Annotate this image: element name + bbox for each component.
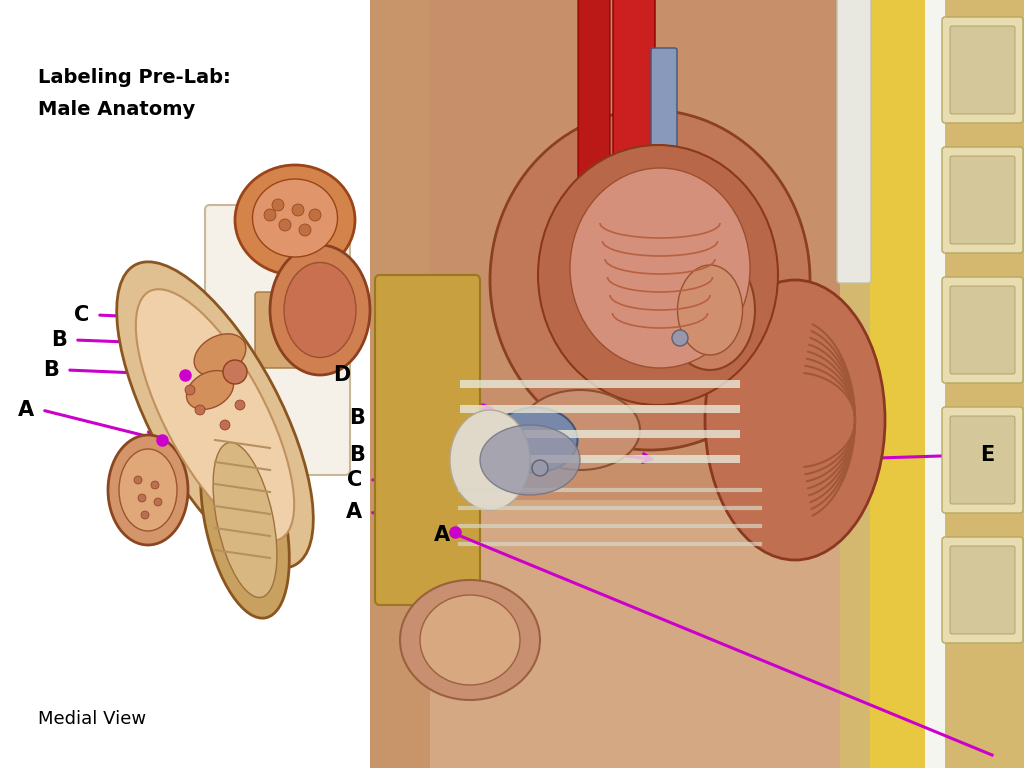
Text: Medial View: Medial View: [38, 710, 146, 728]
Circle shape: [220, 420, 230, 430]
FancyBboxPatch shape: [460, 430, 740, 438]
Ellipse shape: [450, 410, 530, 510]
Text: D: D: [333, 365, 350, 385]
FancyBboxPatch shape: [460, 455, 740, 463]
Circle shape: [134, 476, 142, 484]
FancyBboxPatch shape: [942, 17, 1023, 123]
FancyBboxPatch shape: [370, 0, 1024, 768]
Text: E: E: [980, 445, 994, 465]
Circle shape: [151, 481, 159, 489]
Ellipse shape: [520, 390, 640, 470]
Ellipse shape: [493, 408, 578, 472]
Ellipse shape: [665, 250, 755, 370]
Ellipse shape: [119, 449, 177, 531]
Circle shape: [223, 360, 247, 384]
Circle shape: [138, 494, 146, 502]
Circle shape: [279, 219, 291, 231]
Ellipse shape: [117, 262, 313, 568]
FancyBboxPatch shape: [942, 147, 1023, 253]
Text: A: A: [346, 502, 362, 522]
Circle shape: [264, 209, 276, 221]
FancyBboxPatch shape: [613, 0, 655, 312]
FancyBboxPatch shape: [370, 500, 1024, 768]
FancyBboxPatch shape: [651, 48, 677, 272]
Circle shape: [532, 460, 548, 476]
Ellipse shape: [108, 435, 188, 545]
Circle shape: [141, 511, 150, 519]
FancyBboxPatch shape: [375, 275, 480, 605]
Ellipse shape: [186, 371, 233, 409]
FancyBboxPatch shape: [942, 537, 1023, 643]
FancyBboxPatch shape: [942, 407, 1023, 513]
Ellipse shape: [678, 265, 742, 355]
Ellipse shape: [705, 280, 885, 560]
Circle shape: [272, 199, 284, 211]
FancyBboxPatch shape: [950, 156, 1015, 244]
Circle shape: [672, 330, 688, 346]
Ellipse shape: [213, 442, 276, 598]
Text: B: B: [43, 360, 59, 380]
Ellipse shape: [570, 168, 750, 368]
Ellipse shape: [400, 580, 540, 700]
Circle shape: [195, 405, 205, 415]
Text: A: A: [17, 400, 34, 420]
Ellipse shape: [195, 334, 246, 376]
FancyBboxPatch shape: [205, 205, 350, 475]
FancyBboxPatch shape: [870, 0, 925, 768]
Ellipse shape: [490, 110, 810, 450]
FancyBboxPatch shape: [840, 0, 1024, 768]
Text: B: B: [51, 330, 67, 350]
Text: A: A: [434, 525, 450, 545]
Ellipse shape: [253, 179, 338, 257]
FancyBboxPatch shape: [460, 405, 740, 413]
FancyBboxPatch shape: [950, 416, 1015, 504]
Ellipse shape: [538, 145, 778, 405]
Ellipse shape: [234, 165, 355, 275]
Circle shape: [234, 400, 245, 410]
Ellipse shape: [136, 290, 294, 541]
FancyBboxPatch shape: [925, 0, 945, 768]
FancyBboxPatch shape: [370, 0, 430, 768]
Text: B: B: [349, 408, 365, 428]
Circle shape: [292, 204, 304, 216]
FancyBboxPatch shape: [950, 546, 1015, 634]
Text: Male Anatomy: Male Anatomy: [38, 100, 196, 119]
FancyBboxPatch shape: [837, 0, 871, 283]
Circle shape: [154, 498, 162, 506]
FancyBboxPatch shape: [942, 277, 1023, 383]
FancyBboxPatch shape: [460, 380, 740, 388]
Text: Labeling Pre-Lab:: Labeling Pre-Lab:: [38, 68, 230, 87]
FancyBboxPatch shape: [950, 286, 1015, 374]
FancyBboxPatch shape: [950, 26, 1015, 114]
Ellipse shape: [420, 595, 520, 685]
FancyBboxPatch shape: [578, 0, 610, 202]
Circle shape: [309, 209, 321, 221]
Text: C: C: [74, 305, 89, 325]
Text: C: C: [347, 470, 362, 490]
Circle shape: [299, 224, 311, 236]
FancyBboxPatch shape: [255, 292, 316, 368]
Text: B: B: [349, 445, 365, 465]
Ellipse shape: [201, 422, 290, 618]
Circle shape: [185, 385, 195, 395]
Ellipse shape: [284, 263, 356, 357]
Ellipse shape: [270, 245, 370, 375]
Ellipse shape: [480, 425, 580, 495]
